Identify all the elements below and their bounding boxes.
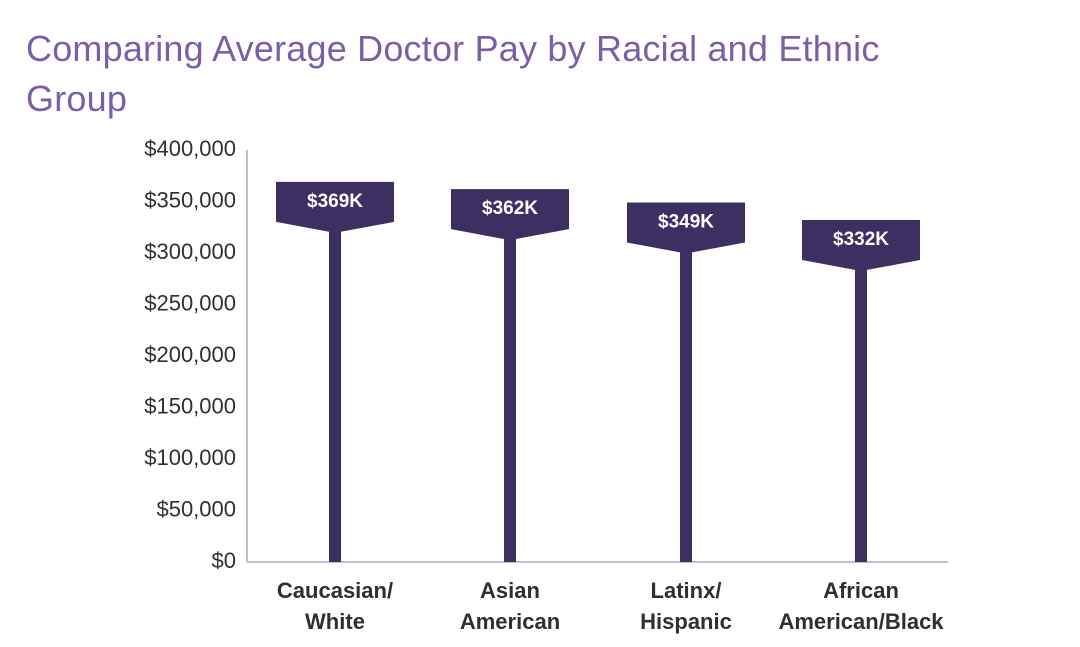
bar-banner — [627, 202, 745, 254]
x-category-label: African American/Black — [778, 578, 944, 634]
bar-banner — [276, 181, 394, 233]
bar-stem — [855, 260, 867, 562]
y-tick-label: $100,000 — [144, 445, 236, 470]
x-category-label: Asian American — [460, 578, 560, 634]
bar-stem — [680, 242, 692, 562]
y-tick-label: $400,000 — [144, 136, 236, 161]
y-tick-label: $300,000 — [144, 239, 236, 264]
bar-banner — [802, 220, 920, 272]
data-label: $349K — [658, 212, 714, 233]
data-label: $362K — [482, 198, 538, 219]
chart-title: Comparing Average Doctor Pay by Racial a… — [26, 28, 880, 119]
x-category-label-line: White — [305, 609, 365, 634]
x-category-label-line: Hispanic — [640, 609, 732, 634]
bar: $369K — [276, 181, 394, 562]
bar-series: $369K $362K $349K $332K — [276, 181, 920, 562]
data-label: $369K — [307, 191, 363, 212]
bar: $362K — [451, 189, 569, 562]
x-category-label-line: American/Black — [778, 609, 944, 634]
y-tick-label: $350,000 — [144, 187, 236, 212]
y-tick-labels: $0 $50,000 $100,000 $150,000 $200,000 $250,00… — [144, 136, 236, 573]
bar-stem — [329, 221, 341, 562]
y-tick-label: $0 — [212, 548, 236, 573]
bar: $332K — [802, 220, 920, 562]
bar-stem — [504, 229, 516, 562]
y-tick-label: $50,000 — [156, 496, 236, 521]
bar: $349K — [627, 202, 745, 562]
x-category-label: Latinx/Hispanic — [640, 578, 732, 634]
x-category-label-line: Caucasian/ — [277, 578, 393, 603]
y-tick-label: $250,000 — [144, 290, 236, 315]
y-tick-label: $150,000 — [144, 393, 236, 418]
bar-banner — [451, 189, 569, 241]
x-category-label: Caucasian/White — [277, 578, 393, 634]
x-category-label-line: African — [823, 578, 899, 603]
data-label: $332K — [833, 229, 889, 250]
y-tick-label: $200,000 — [144, 342, 236, 367]
x-category-label-line: American — [460, 609, 560, 634]
x-category-label-line: Asian — [480, 578, 540, 603]
x-category-labels: Caucasian/White Asian American Latinx/Hispa… — [277, 578, 944, 634]
x-category-label-line: Latinx/ — [651, 578, 722, 603]
